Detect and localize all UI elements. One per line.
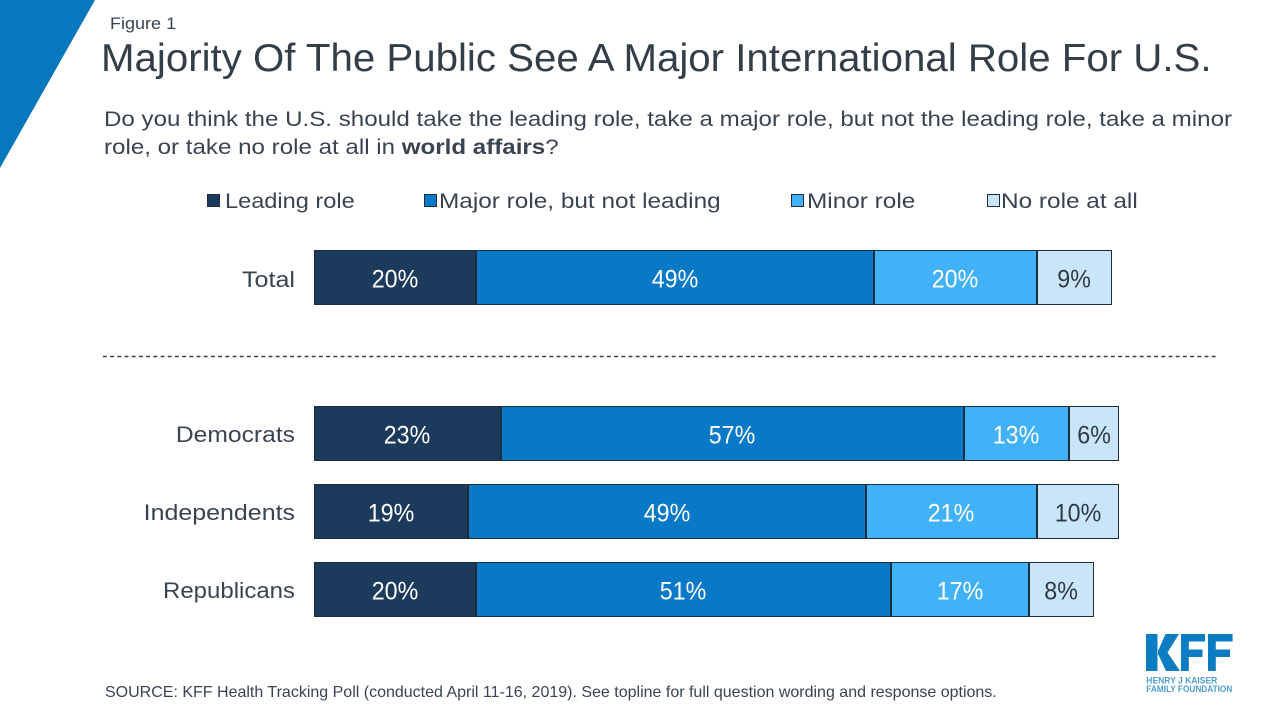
svg-text:HENRY J KAISER: HENRY J KAISER (1146, 675, 1218, 685)
svg-text:FAMILY FOUNDATION: FAMILY FOUNDATION (1146, 684, 1232, 694)
